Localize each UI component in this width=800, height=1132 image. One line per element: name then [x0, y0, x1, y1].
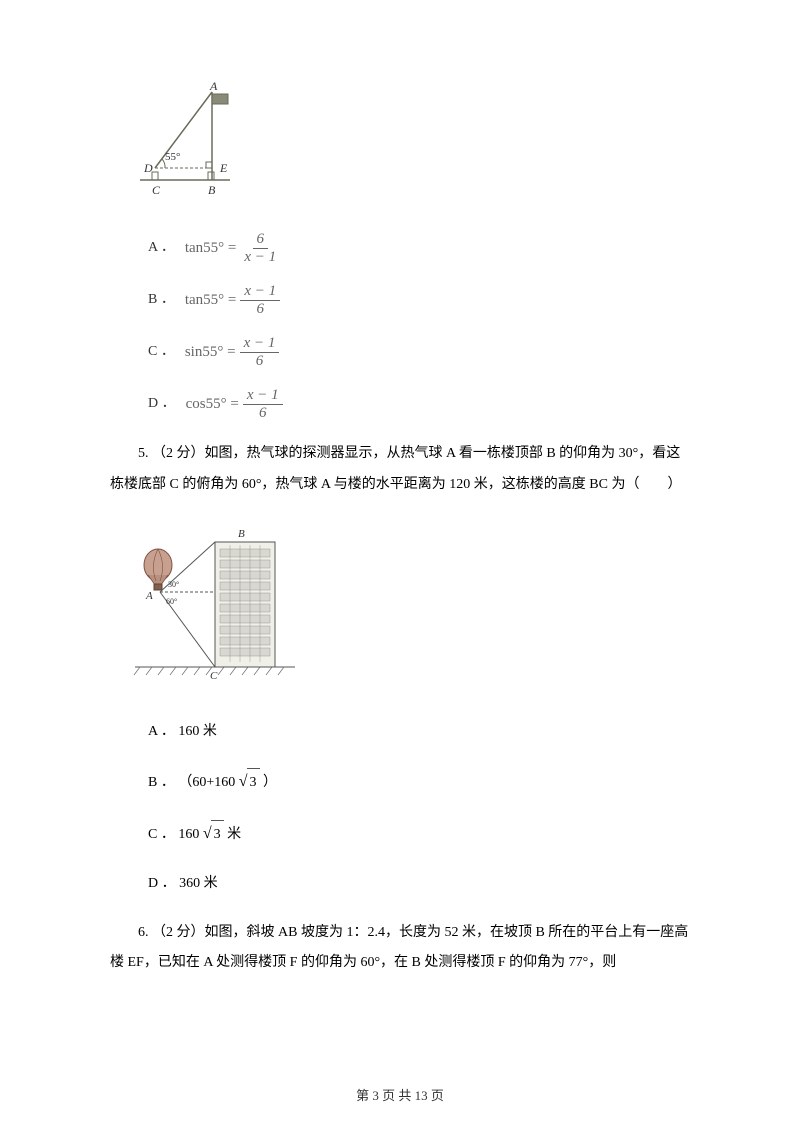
svg-text:C: C: [152, 183, 161, 197]
svg-text:A: A: [145, 590, 153, 602]
option-label: B ．: [148, 286, 175, 314]
option-label: C ．: [148, 338, 175, 366]
q4-option-d: D ． cos55° = x − 1 6: [148, 387, 690, 421]
q4-option-b: B ． tan55° = x − 1 6: [148, 283, 690, 317]
svg-text:D: D: [143, 161, 153, 175]
q5-option-d: D ． 360 米: [148, 870, 690, 898]
q5-option-c: C ． 160 √3 米: [148, 818, 690, 850]
svg-text:55°: 55°: [165, 151, 180, 163]
q6-text: 6. （2 分）如图，斜坡 AB 坡度为 1：2.4，长度为 52 米，在坡顶 …: [110, 918, 690, 980]
page-footer: 第 3 页 共 13 页: [0, 1085, 800, 1104]
option-label: A ．: [148, 234, 175, 262]
balloon-building-figure: A B C 30° 60°: [130, 517, 300, 687]
svg-text:C: C: [210, 670, 218, 682]
q4-option-a: A ． tan55° = 6 x − 1: [148, 231, 690, 265]
svg-text:E: E: [219, 161, 228, 175]
svg-text:A: A: [209, 80, 218, 93]
q5-option-b: B ． （60+160 √3 ）: [148, 766, 690, 798]
triangle-flag-figure: A D E C B 55°: [130, 80, 240, 200]
q5-text: 5. （2 分）如图，热气球的探测器显示，从热气球 A 看一栋楼顶部 B 的仰角…: [110, 439, 690, 501]
svg-text:B: B: [208, 183, 216, 197]
q4-option-c: C ． sin55° = x − 1 6: [148, 335, 690, 369]
svg-text:30°: 30°: [168, 580, 179, 589]
q5-option-a: A ． 160 米: [148, 718, 690, 746]
option-label: D ．: [148, 390, 176, 418]
svg-text:B: B: [238, 528, 245, 540]
svg-text:60°: 60°: [166, 597, 177, 606]
